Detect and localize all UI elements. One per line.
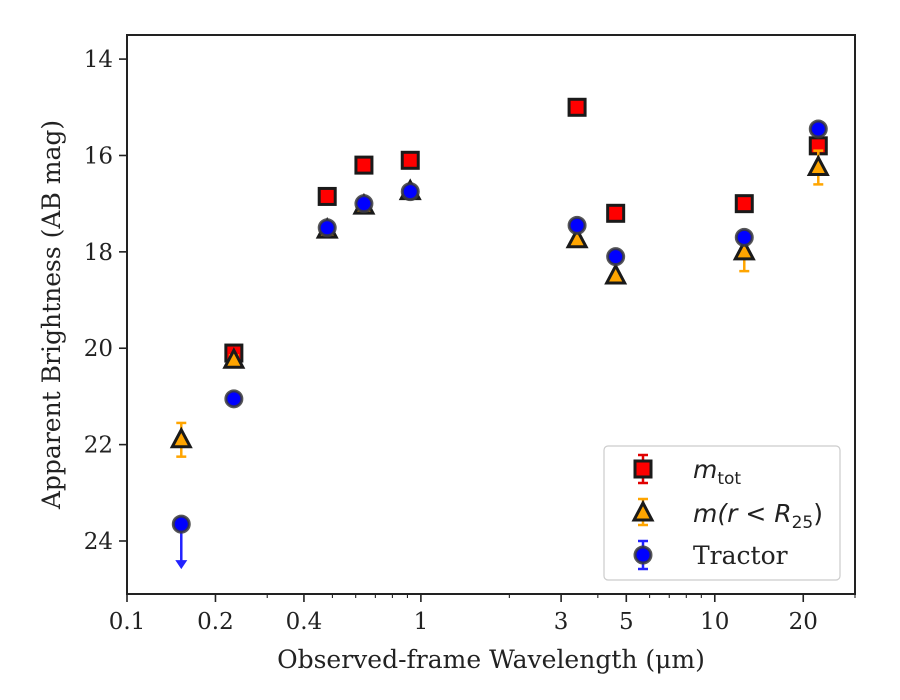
legend: mtot m(r < R25) Tractor	[603, 445, 841, 581]
y-tick-label: 18	[84, 240, 113, 266]
x-tick-label: 20	[789, 609, 818, 635]
mr25-point	[806, 149, 830, 186]
mtot-marker	[734, 194, 754, 214]
mr25-marker	[222, 347, 246, 369]
data-points	[169, 97, 830, 570]
mr25-marker	[806, 154, 830, 177]
x-tick-label: 3	[554, 609, 569, 635]
x-tick-label: 1	[414, 609, 429, 635]
x-tick-label: 10	[700, 609, 729, 635]
mr25-marker	[565, 226, 589, 249]
y-tick-label: 16	[84, 143, 113, 169]
x-axis-ticks: 0.1 0.2 0.4 1 3 5 10 20	[109, 594, 856, 635]
mtot-marker	[567, 97, 587, 117]
mtot-point	[354, 155, 374, 175]
legend-marker-mtot	[633, 459, 653, 479]
tractor-point	[400, 182, 420, 202]
series-mr25	[169, 149, 830, 458]
y-axis-label: Apparent Brightness (AB mag)	[37, 120, 66, 510]
legend-label: m(r < R25)	[693, 499, 823, 533]
x-tick-label: 0.2	[197, 609, 234, 635]
x-tick-label: 5	[619, 609, 634, 635]
tractor-marker	[808, 119, 828, 139]
tractor-point	[734, 227, 754, 247]
tractor-marker	[567, 215, 587, 235]
mtot-point	[400, 150, 420, 170]
y-axis-ticks: 14 16 18 20 22 24	[84, 47, 127, 555]
tractor-point	[567, 215, 587, 235]
mr25-point	[169, 421, 193, 458]
tractor-point	[317, 218, 337, 238]
mtot-marker	[354, 155, 374, 175]
mr25-point	[604, 262, 628, 285]
y-tick-label: 22	[84, 433, 113, 459]
axes-frame	[126, 34, 856, 595]
mtot-marker	[317, 186, 337, 206]
tractor-point	[808, 119, 828, 139]
tractor-marker	[171, 514, 191, 534]
x-tick-label: 0.4	[286, 609, 323, 635]
mr25-marker	[604, 262, 628, 285]
legend-marker-mr25	[631, 499, 655, 522]
mtot-point	[317, 186, 337, 206]
tractor-marker	[606, 247, 626, 267]
tractor-marker	[400, 182, 420, 202]
tractor-marker	[317, 218, 337, 238]
tractor-point	[354, 194, 374, 214]
legend-label: mtot	[693, 455, 741, 489]
mtot-point	[567, 97, 587, 117]
tractor-point	[606, 247, 626, 267]
legend-entry-mr25: m(r < R25)	[631, 497, 823, 533]
tractor-marker	[354, 194, 374, 214]
series-mtot	[224, 97, 828, 363]
y-tick-label: 24	[84, 529, 113, 555]
mtot-marker	[400, 150, 420, 170]
y-tick-label: 14	[84, 47, 113, 73]
arrow-head	[175, 560, 188, 570]
legend-marker-tractor	[633, 545, 653, 565]
tractor-marker	[224, 389, 244, 409]
legend-box	[603, 445, 841, 581]
mr25-marker	[732, 238, 756, 261]
mr25-point	[565, 226, 589, 249]
tractor-marker	[734, 227, 754, 247]
legend-label: Tractor	[693, 541, 788, 570]
y-tick-label: 20	[84, 336, 113, 362]
tractor-point	[224, 389, 244, 409]
mr25-marker	[169, 426, 193, 449]
mtot-marker	[606, 203, 626, 223]
x-axis-label: Observed-frame Wavelength (μm)	[277, 645, 705, 674]
tractor-point	[171, 514, 191, 570]
mr25-point	[222, 347, 246, 369]
x-tick-label: 0.1	[109, 609, 146, 635]
legend-entry-tractor: Tractor	[633, 539, 788, 571]
series-tractor	[171, 119, 828, 570]
mtot-point	[734, 194, 754, 214]
legend-entry-mtot: mtot	[633, 453, 741, 489]
mtot-point	[606, 203, 626, 223]
